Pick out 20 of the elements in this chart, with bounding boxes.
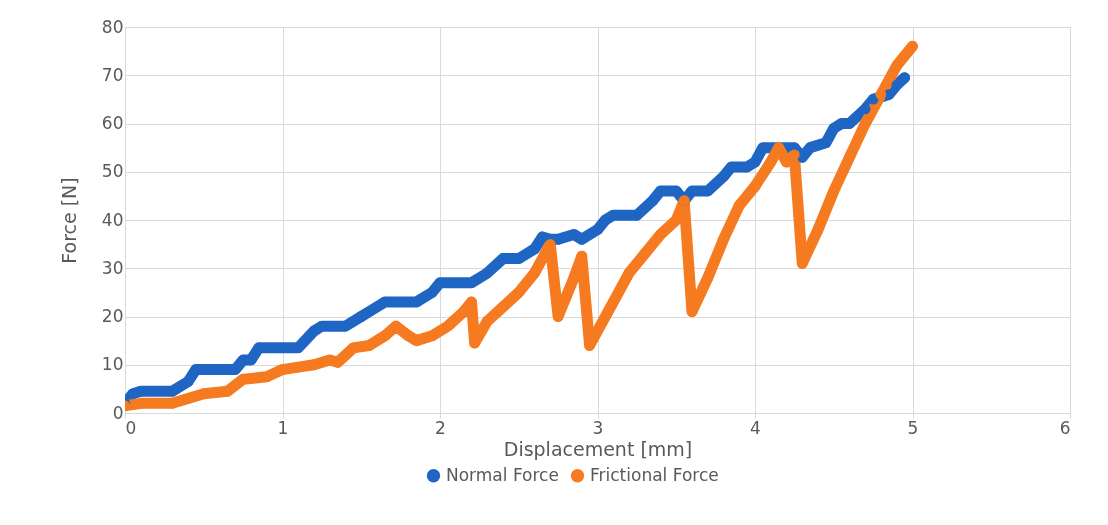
x-tick-label: 4 (750, 417, 761, 438)
x-axis-title: Displacement [mm] (503, 437, 693, 460)
y-tick-label: 50 (101, 161, 124, 182)
legend-label: Normal Force (446, 464, 559, 485)
y-tick-label: 40 (101, 209, 124, 230)
x-tick-label: 1 (277, 417, 289, 438)
x-tick-label: 6 (1059, 417, 1071, 438)
y-tick-label: 70 (101, 64, 124, 85)
y-tick-label: 0 (112, 402, 124, 423)
y-tick-label: 60 (101, 113, 124, 133)
legend-label: Frictional Force (590, 464, 719, 485)
y-tick-label: 30 (101, 257, 124, 278)
x-tick-label: 0 (125, 417, 137, 438)
y-tick-label: 80 (101, 16, 124, 37)
x-tick-label: 5 (907, 417, 919, 438)
y-axis-title: Force [N] (57, 177, 80, 264)
x-tick-label: 3 (592, 417, 604, 438)
y-tick-label: 10 (101, 354, 124, 375)
y-tick-label: 20 (101, 306, 124, 326)
x-tick-label: 2 (435, 417, 446, 438)
